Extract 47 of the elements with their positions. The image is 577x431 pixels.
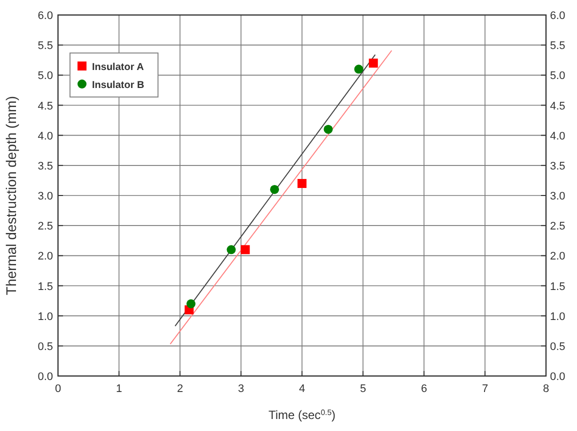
y2-tick-label: 5.0 bbox=[550, 70, 566, 82]
y2-tick-label: 0.0 bbox=[550, 371, 566, 383]
point bbox=[270, 184, 280, 194]
point bbox=[324, 124, 333, 134]
y-tick-label: 2.5 bbox=[38, 220, 53, 233]
y2-tick-label: 4.5 bbox=[550, 100, 566, 112]
y-tick-label: 0.0 bbox=[38, 371, 53, 383]
x-tick-label: 6 bbox=[420, 383, 428, 395]
point bbox=[368, 58, 378, 68]
y-axis-title: Thermal destruction depth (mm) bbox=[3, 96, 19, 296]
x-tick-label: 8 bbox=[542, 383, 550, 395]
legend-label: Insulator B bbox=[92, 80, 144, 91]
y-tick-label: 3.5 bbox=[38, 160, 53, 172]
y-tick-label: 4.0 bbox=[38, 130, 53, 142]
y-tick-label: 5.0 bbox=[38, 70, 53, 82]
y2-tick-label: 0.5 bbox=[550, 340, 566, 353]
point bbox=[298, 178, 306, 188]
legend-label: Insulator A bbox=[92, 62, 144, 73]
x-tick-label: 2 bbox=[176, 383, 184, 395]
x-tick-label: 7 bbox=[482, 383, 488, 395]
point bbox=[226, 245, 236, 254]
point bbox=[186, 299, 196, 308]
y2-tick-label: 3.5 bbox=[550, 160, 566, 172]
y2-tick-label: 2.5 bbox=[550, 220, 566, 233]
x-axis-title: Time (sec$^{0.5}$) bbox=[268, 408, 336, 422]
point bbox=[240, 245, 250, 254]
y-tick-label: 1.5 bbox=[38, 280, 53, 293]
y2-tick-label: 2.0 bbox=[550, 250, 566, 263]
y2-tick-label: 5.5 bbox=[550, 40, 566, 52]
y-tick-label: 2.0 bbox=[38, 250, 53, 263]
y2-tick-label: 3.0 bbox=[550, 190, 566, 202]
y-tick-label: 6.0 bbox=[38, 10, 53, 22]
y-tick-label: 3.0 bbox=[38, 190, 53, 202]
x-tick-label: 5 bbox=[360, 383, 366, 395]
y2-tick-label: 1.0 bbox=[550, 310, 566, 323]
y2-tick-label: 6.0 bbox=[550, 10, 566, 22]
y-tick-label: 4.5 bbox=[38, 100, 53, 112]
y-tick-label: 0.5 bbox=[38, 340, 53, 353]
x-tick-label: 4 bbox=[298, 383, 306, 395]
y2-tick-label: 4.0 bbox=[550, 130, 566, 142]
y-tick-label: 1.0 bbox=[38, 310, 53, 323]
x-tick-label: 0 bbox=[54, 383, 62, 395]
x-tick-label: 1 bbox=[116, 383, 122, 395]
y-tick-label: 5.5 bbox=[38, 40, 53, 52]
y2-tick-label: 1.5 bbox=[550, 280, 566, 293]
x-tick-label: 3 bbox=[238, 383, 244, 395]
point bbox=[354, 64, 364, 74]
